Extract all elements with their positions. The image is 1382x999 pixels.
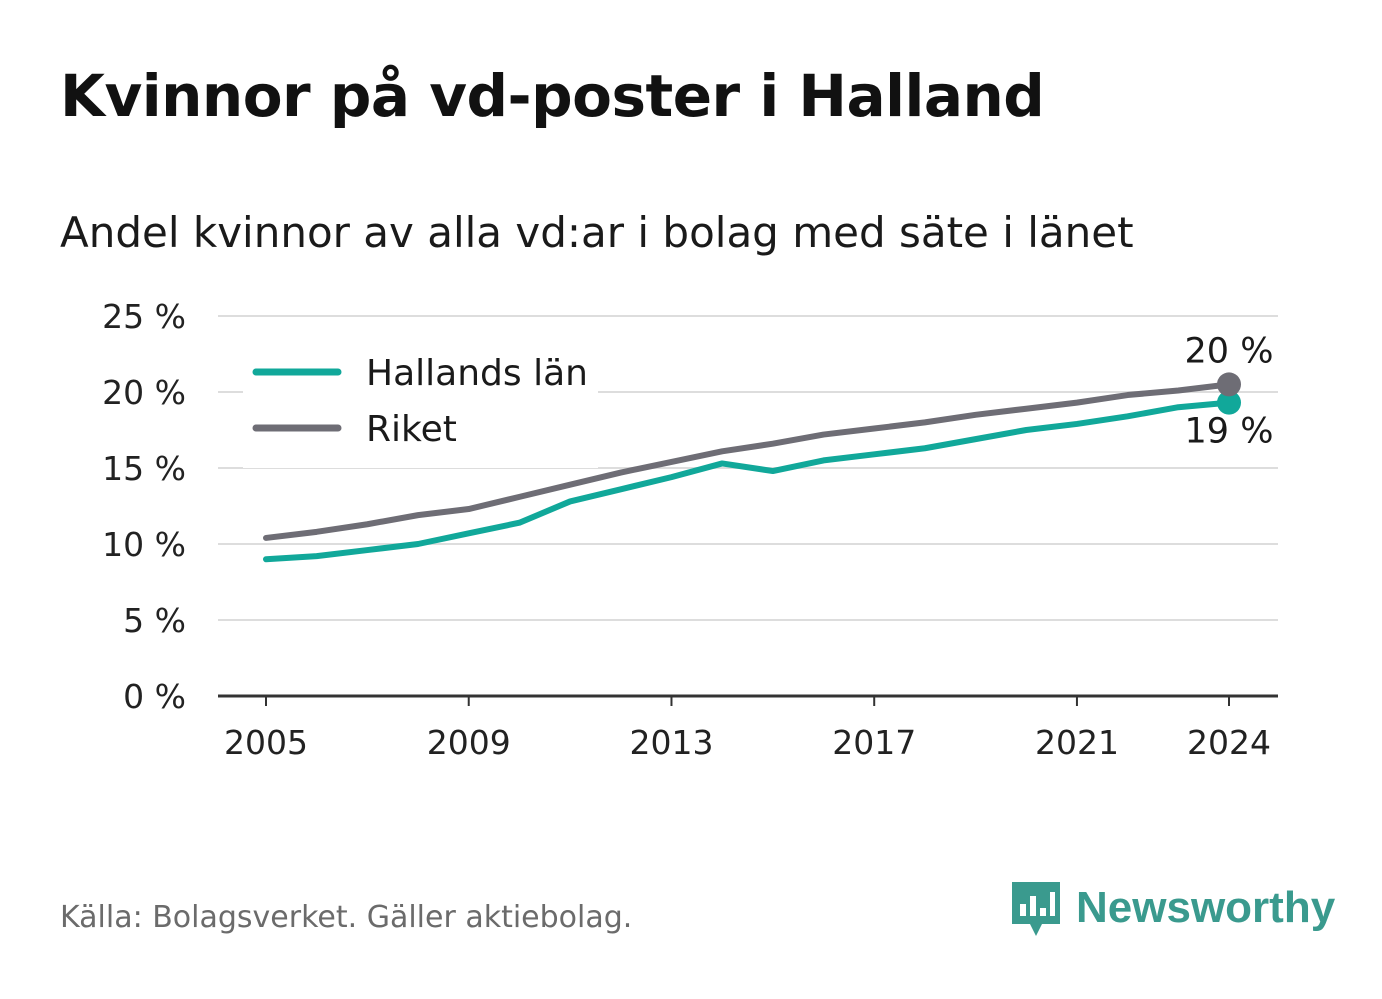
- x-axis-ticks: 2005 2009 2013 2017 2021 2024: [224, 696, 1271, 762]
- x-tick-label: 2005: [224, 723, 308, 762]
- y-tick-label: 0 %: [123, 677, 186, 716]
- series-end-label: 19 %: [1185, 412, 1274, 452]
- x-tick-label: 2021: [1035, 723, 1119, 762]
- y-tick-label: 25 %: [102, 297, 186, 336]
- y-tick-label: 5 %: [123, 601, 186, 640]
- x-tick-label: 2024: [1187, 723, 1271, 762]
- x-tick-label: 2017: [832, 723, 916, 762]
- legend-label: Hallands län: [366, 353, 588, 394]
- legend-background: [243, 344, 598, 468]
- series-end-point: [1217, 372, 1241, 397]
- brand-name: Newsworthy: [1076, 883, 1336, 932]
- series-line: [263, 381, 1232, 541]
- y-tick-label: 20 %: [102, 373, 186, 412]
- y-axis-ticks: 0 % 5 % 10 % 15 % 20 % 25 %: [102, 297, 186, 716]
- line-chart: 0 %5 %10 %15 %20 %25 % 2005 2009 2013 2017 2…: [102, 297, 1278, 762]
- legend-label: Riket: [366, 409, 457, 450]
- legend: Hallands län Riket: [243, 344, 598, 468]
- newsworthy-logo-icon: [1012, 882, 1060, 936]
- x-tick-label: 2013: [629, 723, 713, 762]
- x-tick-label: 2009: [427, 723, 511, 762]
- chart-subtitle: Andel kvinnor av alla vd:ar i bolag med …: [60, 208, 1134, 257]
- end-labels: 19 % 20 %: [1185, 331, 1274, 451]
- chart-title: Kvinnor på vd-poster i Halland: [60, 62, 1045, 130]
- series-lines: [263, 381, 1232, 563]
- brand-logo: Newsworthy: [1010, 878, 1335, 938]
- y-tick-label: 10 %: [102, 525, 186, 564]
- series-end-label: 20 %: [1185, 331, 1274, 371]
- y-tick-label: 15 %: [102, 449, 186, 488]
- source-note: Källa: Bolagsverket. Gäller aktiebolag.: [60, 900, 633, 935]
- series-line: [263, 399, 1232, 563]
- series-end-point: [1217, 390, 1241, 415]
